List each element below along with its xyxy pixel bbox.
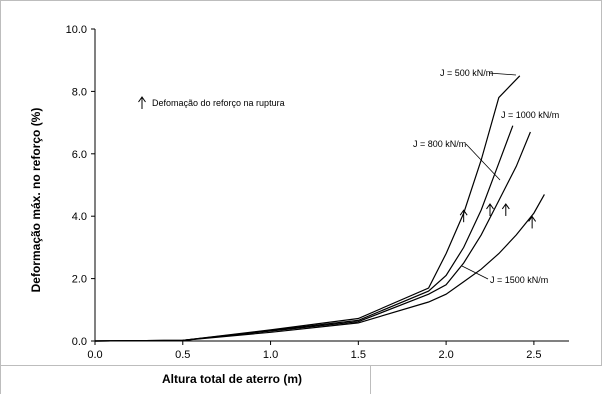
tick-labels: 0.0 0.5 1.0 1.5 2.0 2.5 0.0 2.0 4.0 6.0 8.0 10.0 xyxy=(66,24,542,361)
y-tick-label: 10.0 xyxy=(66,24,87,36)
label-callout-line xyxy=(488,72,517,76)
series-labels: J = 500 kN/m J = 1000 kN/m J = 800 kN/m J =… xyxy=(413,68,559,285)
y-tick-label: 8.0 xyxy=(72,86,87,98)
series-line-1 xyxy=(94,125,514,342)
x-tick-label: 0.0 xyxy=(87,349,102,361)
x-tick-label: 2.0 xyxy=(438,349,453,361)
chart-frame xyxy=(0,0,602,366)
series-lines xyxy=(94,75,545,342)
label-callout-line xyxy=(461,265,489,280)
y-tick-label: 4.0 xyxy=(72,211,87,223)
legend-text: Defomação do reforço na ruptura xyxy=(152,98,285,108)
y-tick-label: 2.0 xyxy=(72,274,87,286)
y-tick-label: 6.0 xyxy=(72,149,87,161)
series-line-2 xyxy=(94,131,531,342)
series-line-3 xyxy=(94,194,545,342)
rupture-marker-1 xyxy=(486,203,494,216)
x-axis-title: Altura total de aterro (m) xyxy=(162,372,302,386)
rupture-marker-3 xyxy=(528,215,537,229)
rupture-markers xyxy=(459,203,537,229)
rupture-marker-2 xyxy=(501,203,510,216)
x-tick-label: 2.5 xyxy=(526,349,541,361)
x-tick-label: 1.5 xyxy=(351,349,366,361)
series-line-0 xyxy=(94,75,521,342)
series-label-1: J = 800 kN/m xyxy=(413,139,466,149)
x-tick-label: 1.0 xyxy=(263,349,278,361)
y-tick-label: 0.0 xyxy=(72,336,87,348)
series-label-3: J = 1500 kN/m xyxy=(490,275,548,285)
legend-arrow-icon xyxy=(138,96,146,109)
legend: Defomação do reforço na ruptura xyxy=(138,96,285,109)
frame-edge xyxy=(370,366,371,394)
series-label-0: J = 500 kN/m xyxy=(440,68,493,78)
label-callout-line xyxy=(465,143,501,181)
series-label-2: J = 1000 kN/m xyxy=(501,110,559,120)
frame-edge xyxy=(0,366,1,394)
y-axis-title: Deformação máx. no reforço (%) xyxy=(29,108,43,293)
x-tick-label: 0.5 xyxy=(175,349,190,361)
rupture-marker-0 xyxy=(459,209,468,223)
plot-area xyxy=(94,29,569,342)
